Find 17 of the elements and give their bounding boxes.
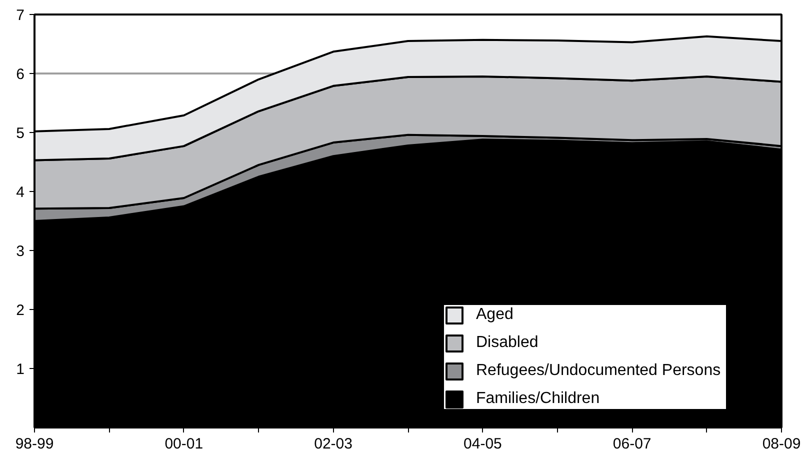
legend-label: Disabled <box>476 334 540 352</box>
y-tick-label: 2 <box>16 302 24 319</box>
x-tick-label: 08-09 <box>762 436 801 452</box>
legend-label: Families/Children <box>476 390 601 408</box>
x-tick-label: 04-05 <box>464 436 502 452</box>
legend-label: Aged <box>476 306 514 324</box>
x-tick-label: 06-07 <box>612 436 652 452</box>
y-tick-label: 1 <box>16 361 24 378</box>
y-tick-label: 4 <box>16 184 24 201</box>
y-tick-label: 3 <box>16 243 24 260</box>
y-tick-label: 7 <box>16 7 24 24</box>
x-tick-label: 98-99 <box>15 436 54 452</box>
y-tick-label: 5 <box>16 125 24 142</box>
legend-label: Refugees/Undocumented Persons <box>476 362 722 380</box>
x-tick-label: 00-01 <box>164 436 204 452</box>
x-tick-label: 02-03 <box>314 436 352 452</box>
y-tick-label: 6 <box>16 66 24 83</box>
